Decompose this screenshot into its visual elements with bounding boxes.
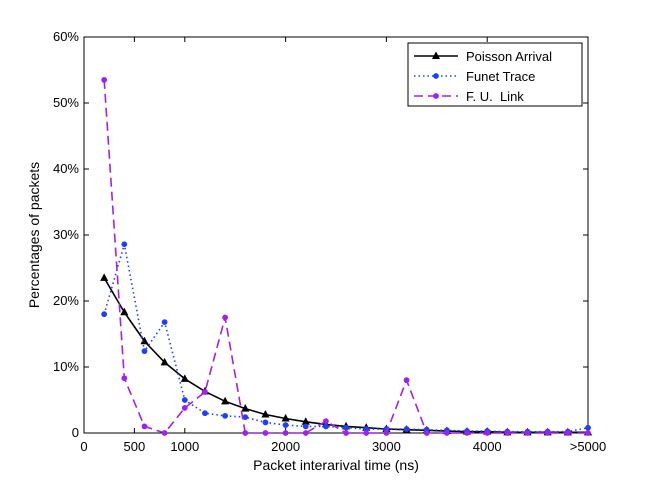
legend-marker (433, 93, 439, 99)
data-point (161, 319, 168, 326)
data-point (121, 241, 128, 248)
data-point (403, 426, 410, 432)
x-tick-label: 4000 (473, 439, 502, 454)
data-point (443, 430, 450, 436)
data-point (202, 389, 208, 395)
data-point (423, 430, 430, 436)
y-axis: 0 10% 20% 30% 40% 50% 60% (53, 29, 588, 440)
y-tick-label: 50% (53, 95, 79, 110)
data-point (484, 430, 491, 436)
legend-label: Funet Trace (466, 69, 535, 84)
data-point (160, 357, 169, 366)
x-axis-title: Packet interarival time (ns) (253, 457, 419, 473)
y-tick-label: 40% (53, 161, 79, 176)
data-point (504, 430, 511, 436)
data-point (464, 430, 470, 436)
data-point (262, 419, 269, 426)
data-point (585, 424, 591, 431)
data-point (261, 409, 270, 418)
y-tick-label: 60% (53, 29, 79, 44)
data-point (221, 396, 230, 405)
x-tick-label: 2000 (271, 439, 300, 454)
data-point (242, 430, 249, 436)
data-point (141, 348, 148, 355)
data-point (141, 423, 148, 430)
data-point (120, 307, 129, 316)
data-point (564, 430, 571, 436)
data-point (302, 423, 309, 430)
series-f-u-link (101, 77, 591, 436)
legend-marker (433, 73, 439, 79)
y-tick-label: 10% (53, 359, 79, 374)
data-point (101, 311, 108, 318)
series-funet-trace (101, 241, 591, 435)
legend-marker (431, 51, 441, 59)
data-point (282, 430, 289, 436)
data-point (100, 273, 109, 281)
data-point (585, 430, 591, 436)
series-layer (100, 77, 593, 436)
data-point (403, 377, 410, 384)
x-tick-label: >5000 (570, 439, 607, 454)
data-point (343, 430, 349, 436)
y-tick-label: 0 (72, 425, 79, 440)
data-point (241, 404, 250, 412)
legend-label: Poisson Arrival (466, 49, 552, 64)
x-axis: 0 500 1000 2000 3000 4000 >5000 (80, 37, 606, 454)
data-point (363, 430, 370, 436)
data-point (181, 405, 188, 411)
data-point (181, 397, 188, 403)
data-point (323, 423, 329, 430)
data-point (282, 422, 289, 428)
data-point (180, 374, 189, 382)
legend: Poisson Arrival Funet Trace F. U. Link (407, 42, 583, 107)
data-point (101, 77, 108, 83)
x-tick-label: 3000 (372, 439, 401, 454)
data-point (343, 424, 349, 431)
data-point (222, 412, 229, 419)
data-point (524, 430, 531, 436)
data-point (323, 418, 329, 425)
data-point (544, 430, 551, 436)
data-point (202, 410, 208, 417)
x-tick-label: 1000 (170, 439, 199, 454)
y-tick-label: 30% (53, 227, 79, 242)
y-tick-label: 20% (53, 293, 79, 308)
legend-label: F. U. Link (466, 89, 524, 104)
data-point (262, 430, 269, 436)
data-point (383, 430, 390, 436)
x-tick-label: 500 (124, 439, 146, 454)
data-point (222, 314, 229, 321)
data-point (121, 375, 128, 382)
data-point (302, 430, 309, 436)
data-point (161, 430, 168, 436)
data-point (281, 413, 290, 422)
x-tick-label: 0 (80, 439, 87, 454)
y-axis-title: Percentages of packets (26, 162, 42, 308)
